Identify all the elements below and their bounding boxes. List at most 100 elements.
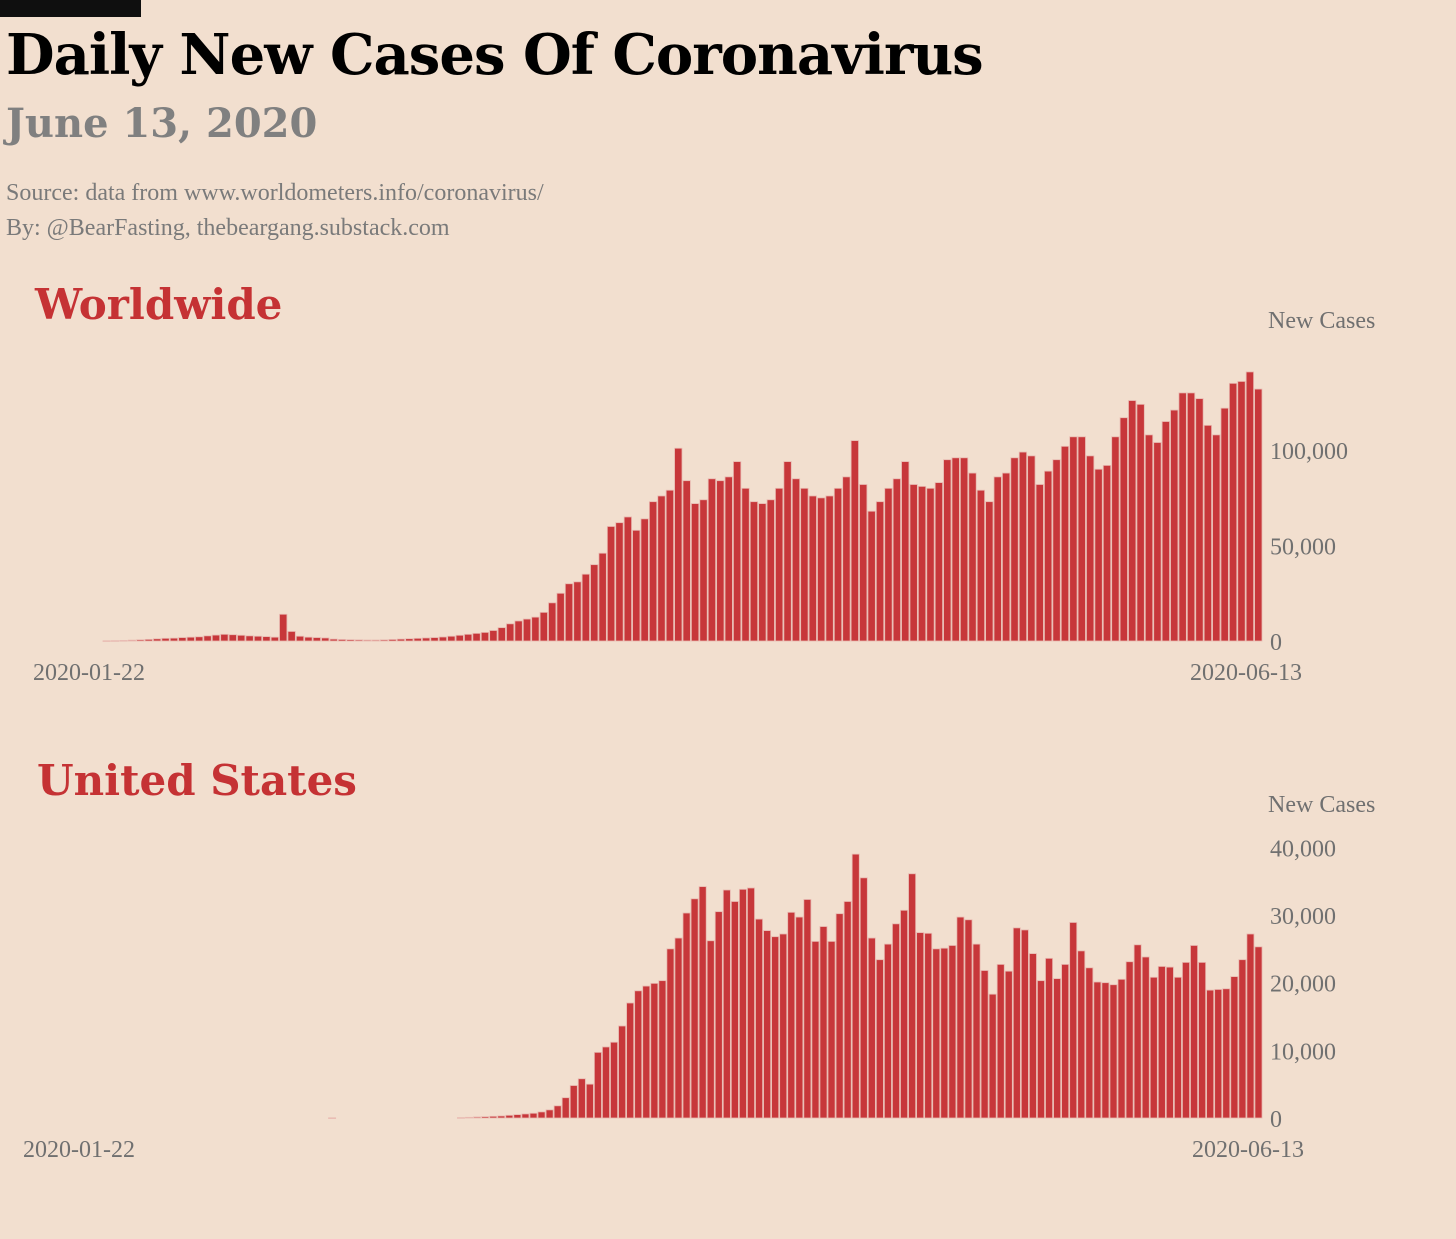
bar bbox=[1086, 455, 1095, 642]
bar bbox=[875, 501, 885, 642]
bar bbox=[615, 522, 624, 642]
bar bbox=[581, 573, 590, 642]
bar bbox=[851, 853, 860, 1119]
bar bbox=[438, 636, 448, 642]
bar bbox=[842, 476, 851, 642]
bar bbox=[623, 516, 632, 642]
bar bbox=[473, 1116, 482, 1119]
bar bbox=[1125, 961, 1134, 1119]
bar bbox=[640, 518, 649, 642]
bar bbox=[618, 1025, 627, 1119]
bar bbox=[650, 982, 659, 1119]
top-bar bbox=[0, 0, 141, 17]
bar bbox=[1173, 976, 1182, 1119]
bar bbox=[430, 637, 439, 642]
bar bbox=[811, 941, 820, 1119]
bar bbox=[682, 480, 691, 642]
bar bbox=[883, 943, 892, 1119]
bar bbox=[803, 899, 812, 1119]
bar bbox=[262, 636, 271, 642]
bar bbox=[346, 639, 355, 642]
bar bbox=[892, 478, 901, 642]
bar bbox=[1157, 966, 1166, 1119]
bar bbox=[539, 611, 548, 642]
bar bbox=[1195, 398, 1204, 642]
bar bbox=[220, 633, 229, 642]
bar bbox=[514, 620, 523, 642]
y-tick-label: 30,000 bbox=[1270, 904, 1336, 930]
bar bbox=[548, 602, 557, 642]
bar bbox=[505, 1114, 514, 1119]
bar bbox=[749, 501, 759, 642]
bar bbox=[577, 1078, 586, 1119]
bar bbox=[996, 964, 1005, 1119]
bar bbox=[943, 459, 952, 642]
bar bbox=[783, 461, 792, 642]
bar bbox=[610, 1041, 618, 1119]
bar bbox=[850, 440, 859, 642]
bar bbox=[388, 639, 397, 642]
bar bbox=[706, 940, 715, 1119]
bar bbox=[626, 1002, 635, 1119]
bar bbox=[1153, 442, 1162, 642]
bar bbox=[1170, 409, 1179, 642]
bar bbox=[513, 1114, 522, 1119]
bar bbox=[666, 948, 675, 1119]
bar bbox=[1228, 382, 1238, 642]
bar bbox=[1102, 465, 1112, 642]
bar bbox=[1109, 984, 1118, 1119]
bar bbox=[674, 447, 683, 642]
bar bbox=[1094, 468, 1103, 642]
bar bbox=[892, 923, 900, 1119]
bar bbox=[819, 926, 828, 1119]
bar bbox=[464, 633, 473, 642]
bar bbox=[497, 1115, 506, 1119]
bar bbox=[988, 993, 997, 1119]
bar bbox=[833, 487, 843, 642]
bar bbox=[932, 948, 941, 1119]
bar bbox=[1214, 989, 1223, 1119]
bar bbox=[195, 636, 204, 642]
bar bbox=[843, 901, 852, 1119]
bar bbox=[707, 478, 717, 642]
bar bbox=[1020, 929, 1029, 1119]
us-chart: 0 10,000 20,000 30,000 40,000 New Cases 2020-0… bbox=[23, 792, 1375, 1163]
bar bbox=[791, 478, 801, 642]
bar bbox=[253, 635, 263, 642]
x-start-label: 2020-01-22 bbox=[23, 1137, 135, 1163]
bar bbox=[972, 943, 981, 1119]
bar bbox=[1053, 978, 1062, 1119]
bar bbox=[1010, 457, 1019, 642]
bar bbox=[598, 552, 607, 642]
bar bbox=[203, 635, 212, 642]
bar bbox=[690, 898, 699, 1119]
bar bbox=[766, 499, 775, 642]
worldwide-chart: 0 50,000 100,000 New Cases 2020-01-22 2020-06… bbox=[33, 308, 1375, 686]
bar bbox=[763, 930, 772, 1119]
bar bbox=[1085, 967, 1094, 1119]
bar bbox=[556, 592, 565, 642]
y-tick-label: 50,000 bbox=[1270, 535, 1336, 561]
bar bbox=[741, 487, 750, 642]
bar bbox=[1222, 988, 1231, 1119]
bar bbox=[1069, 436, 1078, 642]
bar bbox=[1004, 970, 1013, 1119]
bar bbox=[980, 970, 989, 1119]
bar bbox=[522, 618, 532, 642]
bar bbox=[724, 476, 733, 642]
bar bbox=[800, 487, 809, 642]
x-end-label: 2020-06-13 bbox=[1192, 1137, 1304, 1163]
bar bbox=[573, 581, 582, 642]
bar bbox=[561, 1097, 570, 1119]
bar bbox=[237, 634, 246, 642]
bar bbox=[859, 877, 868, 1119]
bar bbox=[691, 503, 700, 642]
bar bbox=[396, 638, 406, 642]
bar bbox=[321, 637, 330, 642]
bar bbox=[867, 510, 876, 642]
bar bbox=[795, 916, 804, 1119]
page-title: Daily New Cases Of Coronavirus bbox=[6, 22, 984, 88]
bar bbox=[531, 616, 540, 642]
bar bbox=[186, 636, 195, 642]
bar bbox=[1133, 944, 1142, 1119]
